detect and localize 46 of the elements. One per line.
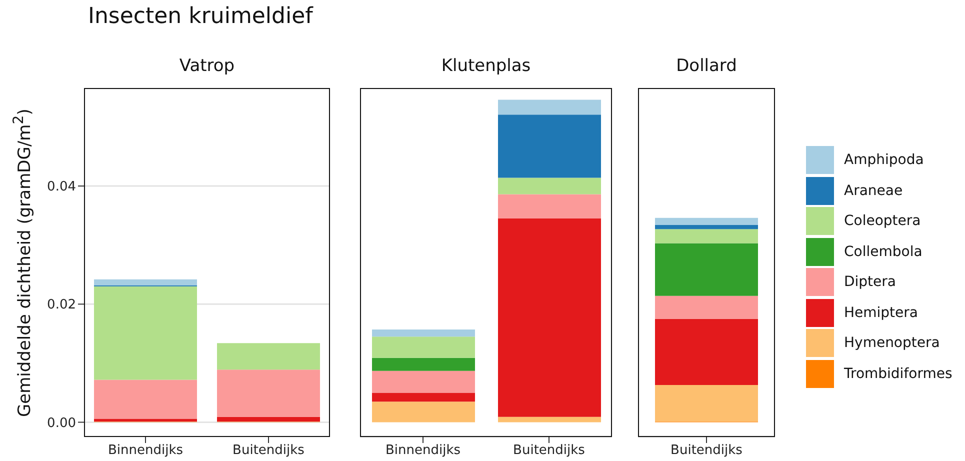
bar (498, 194, 601, 219)
bar (372, 336, 475, 358)
bar (94, 286, 197, 380)
bar (372, 370, 475, 393)
chart-subtitle: Vatrop (178, 56, 236, 76)
bar (372, 358, 475, 371)
legend-label: Hymenoptera (844, 335, 940, 352)
x-tick-label: Binnendijks (385, 443, 461, 458)
bar (372, 402, 475, 422)
bar (655, 318, 758, 386)
bar (498, 178, 601, 194)
bar (217, 370, 320, 417)
bar (217, 343, 320, 370)
legend-label: Amphipoda (844, 152, 924, 168)
legend-label: Hemiptera (844, 304, 918, 321)
bar (655, 243, 758, 296)
y-tick-label: 0.04 (47, 180, 76, 195)
chart-title: Insecten kruimeldief (88, 4, 313, 29)
legend-label: Diptera (844, 274, 896, 290)
bar (655, 229, 758, 244)
x-tick-label: Buitendijks (513, 443, 586, 458)
bar (498, 114, 601, 178)
x-tick-label: Buitendijks (670, 443, 743, 458)
x-tick-label: Buitendijks (232, 443, 305, 458)
bar (94, 418, 197, 422)
bar (498, 416, 601, 422)
y-tick-label: 0.00 (47, 416, 76, 431)
y-tick-label: 0.02 (47, 298, 76, 313)
bar (94, 380, 197, 419)
bar (498, 218, 601, 417)
bar (94, 279, 197, 286)
bar (498, 100, 601, 115)
bar (217, 416, 320, 422)
legend-label: Araneae (844, 182, 903, 199)
bar (372, 330, 475, 337)
chart-subtitle: Klutenplas (440, 56, 532, 76)
x-tick-label: Binnendijks (108, 443, 184, 458)
chart-subtitle: Dollard (675, 56, 738, 76)
legend-label: Collembola (844, 244, 922, 260)
bar (655, 225, 758, 230)
bar (655, 385, 758, 422)
legend-label: Coleoptera (844, 213, 921, 230)
bar (655, 218, 758, 225)
legend-label: Trombidiformes (844, 366, 952, 382)
bar (372, 392, 475, 402)
bar (655, 296, 758, 319)
